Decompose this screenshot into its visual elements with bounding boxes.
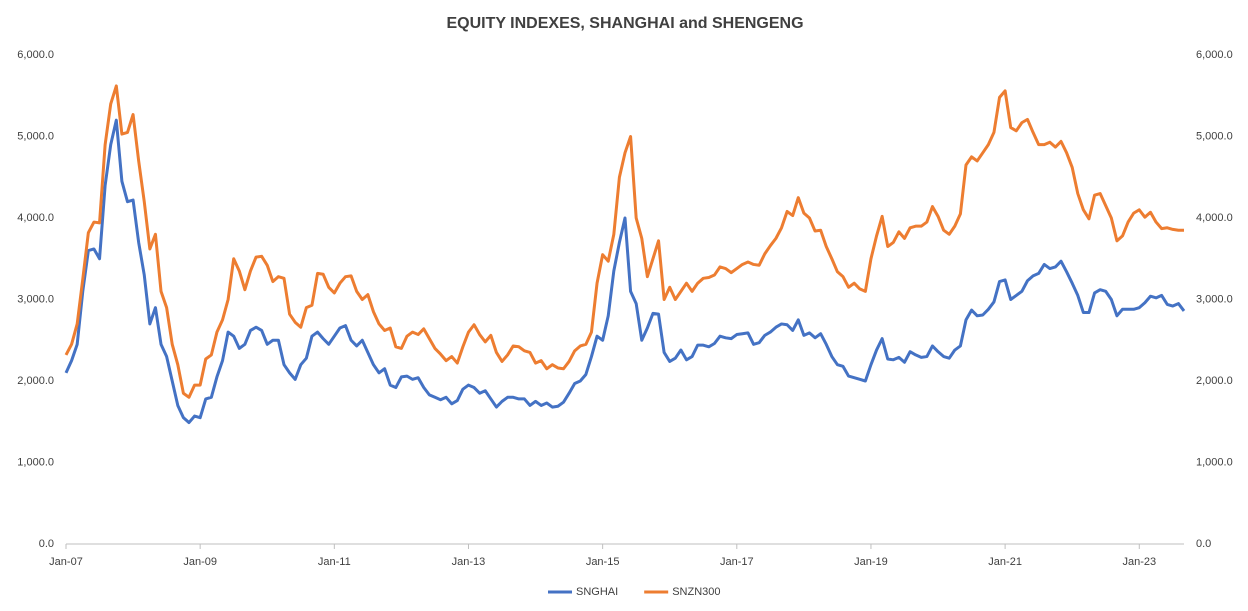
x-tick-label: Jan-19 bbox=[854, 556, 888, 568]
y2-tick-label: 5,000.0 bbox=[1196, 130, 1233, 142]
x-tick-label: Jan-11 bbox=[318, 556, 351, 568]
y2-tick-label: 4,000.0 bbox=[1196, 212, 1233, 224]
y2-tick-label: 6,000.0 bbox=[1196, 49, 1233, 61]
line-series bbox=[64, 84, 1184, 399]
x-tick-label: Jan-17 bbox=[720, 556, 754, 568]
x-tick-label: Jan-15 bbox=[586, 556, 620, 568]
y2-tick-label: 1,000.0 bbox=[1196, 456, 1233, 468]
legend-label: SNGHAI bbox=[576, 586, 618, 598]
y-tick-label: 2,000.0 bbox=[17, 375, 54, 387]
y-tick-label: 3,000.0 bbox=[17, 293, 54, 305]
y-tick-label: 6,000.0 bbox=[17, 49, 54, 61]
x-tick-label: Jan-21 bbox=[988, 556, 1022, 568]
y2-tick-label: 3,000.0 bbox=[1196, 293, 1233, 305]
y-tick-label: 5,000.0 bbox=[17, 130, 54, 142]
y2-tick-label: 2,000.0 bbox=[1196, 375, 1233, 387]
x-tick-label: Jan-13 bbox=[452, 556, 486, 568]
x-tick-label: Jan-09 bbox=[183, 556, 217, 568]
y-tick-label: 4,000.0 bbox=[17, 212, 54, 224]
y2-tick-label: 0.0 bbox=[1196, 538, 1211, 550]
y-tick-label: 1,000.0 bbox=[17, 456, 54, 468]
chart-title: EQUITY INDEXES, SHANGHAI and SHENGENG bbox=[446, 15, 803, 32]
x-tick-label: Jan-07 bbox=[49, 556, 83, 568]
line-series bbox=[64, 118, 1186, 425]
legend-label: SNZN300 bbox=[672, 586, 720, 598]
x-tick-label: Jan-23 bbox=[1122, 556, 1156, 568]
y-tick-label: 0.0 bbox=[39, 538, 54, 550]
